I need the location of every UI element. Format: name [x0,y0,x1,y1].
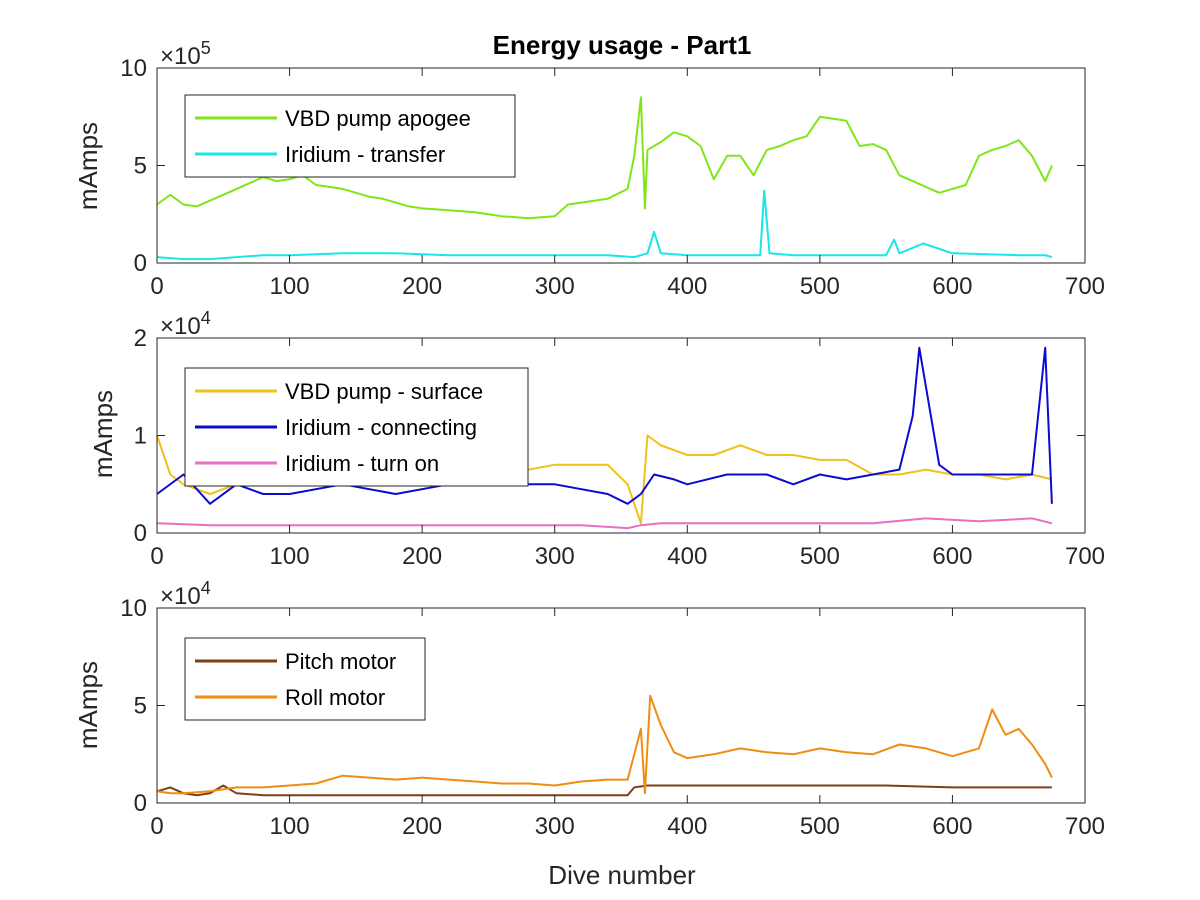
x-tick-label: 600 [932,273,972,300]
panel-1: 0 100 200 300 400 500 600 700 0 5 10 VBD pump apoge… [73,38,1105,300]
x-tick-label: 600 [932,543,972,570]
y-tick-label: 0 [134,790,147,817]
panel-3-xlabel: Dive number [548,860,696,890]
y-tick-label: 2 [134,325,147,352]
x-tick-label: 100 [270,813,310,840]
legend-label: Iridium - turn on [285,451,439,476]
x-tick-label: 300 [535,813,575,840]
legend-label: Iridium - transfer [285,142,445,167]
y-tick-label: 1 [134,423,147,450]
panel-3: 0 100 200 300 400 500 600 700 0 5 10 Pitch motor Rol… [73,578,1105,890]
y-tick-label: 5 [134,153,147,180]
x-tick-label: 200 [402,273,442,300]
x-tick-label: 400 [667,543,707,570]
legend-label: VBD pump apogee [285,106,471,131]
legend-label: Pitch motor [285,649,396,674]
x-tick-label: 500 [800,543,840,570]
panel-2-exponent: ×104 [160,308,211,340]
x-tick-label: 600 [932,813,972,840]
x-tick-label: 400 [667,813,707,840]
x-tick-label: 700 [1065,273,1105,300]
x-tick-label: 100 [270,543,310,570]
x-tick-label: 700 [1065,543,1105,570]
x-tick-label: 500 [800,273,840,300]
panel-1-ylabel: mAmps [73,122,103,210]
x-tick-label: 0 [150,813,163,840]
panel-2: 0 100 200 300 400 500 600 700 0 1 2 VBD pump - surf… [88,308,1105,570]
series-line-roll-motor [156,694,1053,795]
series-line-pitch-motor [156,784,1052,797]
series-line-iridium-connecting [156,346,1053,505]
x-tick-label: 300 [535,273,575,300]
y-tick-label: 5 [134,693,147,720]
x-tick-label: 300 [535,543,575,570]
x-tick-label: 200 [402,543,442,570]
y-tick-label: 10 [120,55,147,82]
legend [184,94,516,178]
panel-1-exponent: ×105 [160,38,211,70]
x-tick-label: 0 [150,273,163,300]
x-tick-label: 500 [800,813,840,840]
legend-label: Roll motor [285,685,385,710]
x-tick-label: 100 [270,273,310,300]
legend-label: VBD pump - surface [285,379,483,404]
y-tick-label: 0 [134,250,147,277]
panel-2-ylabel: mAmps [88,390,118,478]
x-tick-label: 200 [402,813,442,840]
legend-label: Iridium - connecting [285,415,477,440]
chart-title: Energy usage - Part1 [493,30,752,60]
legend [184,637,426,721]
series-line-iridium-turn-on [156,517,1053,530]
x-tick-label: 700 [1065,813,1105,840]
x-tick-label: 0 [150,543,163,570]
y-tick-label: 10 [120,595,147,622]
y-tick-label: 0 [134,520,147,547]
panel-3-ylabel: mAmps [73,661,103,749]
x-tick-label: 400 [667,273,707,300]
panel-3-exponent: ×104 [160,578,211,610]
